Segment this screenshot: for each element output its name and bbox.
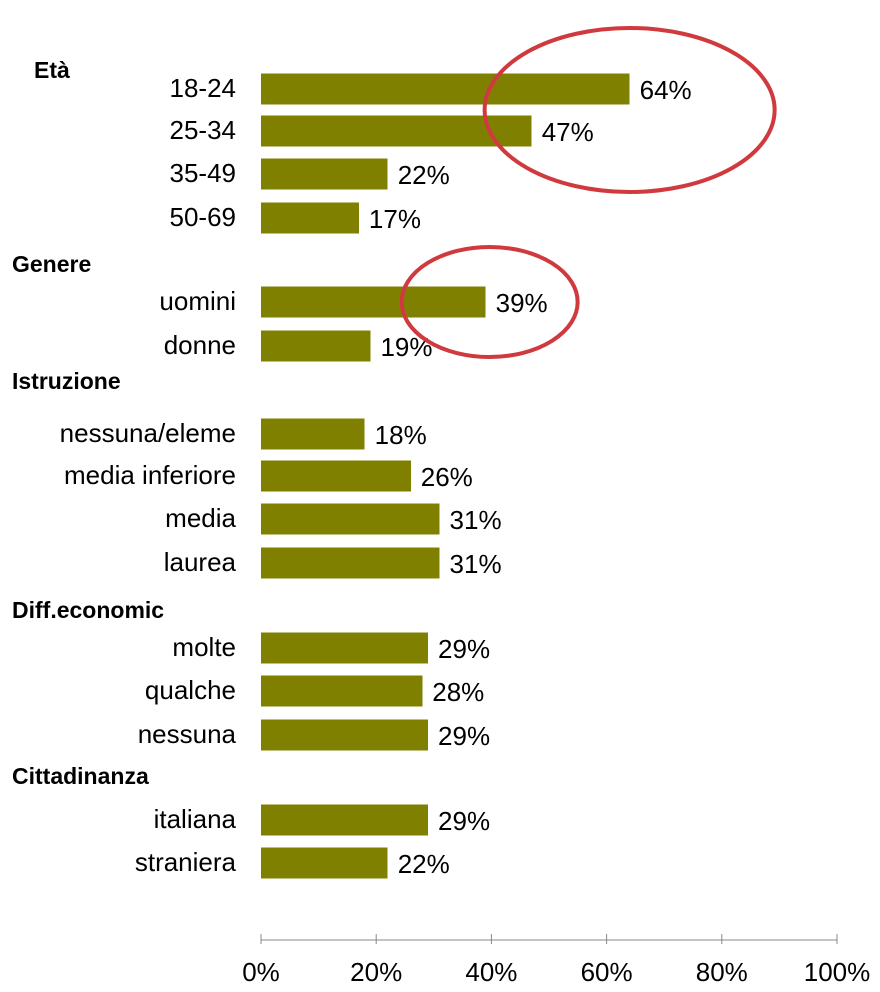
data-label: 31% [450, 549, 502, 579]
data-label: 39% [496, 288, 548, 318]
category-label: uomini [159, 286, 236, 316]
group-label: Istruzione [12, 368, 121, 394]
x-tick-label: 100% [804, 957, 871, 987]
category-label: laurea [164, 547, 237, 577]
bar [261, 804, 429, 836]
category-label: 25-34 [170, 115, 237, 145]
data-label: 22% [398, 160, 450, 190]
category-label: media [165, 503, 236, 533]
data-label: 29% [438, 634, 490, 664]
data-label: 17% [369, 204, 421, 234]
highlight-ellipse [482, 26, 777, 194]
x-tick-label: 0% [242, 957, 280, 987]
category-label: nessuna [138, 719, 237, 749]
category-label: 35-49 [170, 158, 237, 188]
bar [261, 503, 440, 535]
bar [261, 158, 388, 190]
bar [261, 719, 429, 751]
group-label: Genere [12, 251, 91, 277]
x-tick-label: 40% [465, 957, 517, 987]
bar [261, 202, 359, 234]
x-tick-label: 20% [350, 957, 402, 987]
category-label: molte [172, 632, 236, 662]
category-label: media inferiore [64, 460, 236, 490]
category-label: 18-24 [170, 73, 237, 103]
group-label: Diff.economic [12, 597, 164, 623]
data-label: 28% [432, 677, 484, 707]
category-label: donne [164, 330, 236, 360]
data-label: 19% [380, 332, 432, 362]
data-label: 29% [438, 721, 490, 751]
category-label: italiana [154, 804, 237, 834]
data-label: 29% [438, 806, 490, 836]
data-label: 47% [542, 117, 594, 147]
bar [261, 547, 440, 579]
x-tick-label: 80% [696, 957, 748, 987]
data-label: 64% [640, 75, 692, 105]
bar [261, 73, 630, 105]
group-label: Cittadinanza [12, 763, 149, 789]
category-label: nessuna/eleme [60, 418, 236, 448]
data-label: 26% [421, 462, 473, 492]
bar [261, 330, 371, 362]
data-label: 31% [450, 505, 502, 535]
highlight-ellipse [399, 245, 580, 359]
bar [261, 632, 429, 664]
data-label: 22% [398, 849, 450, 879]
bar [261, 460, 411, 492]
x-tick-label: 60% [581, 957, 633, 987]
category-label: straniera [135, 847, 237, 877]
group-label: Età [34, 57, 70, 83]
bar [261, 675, 423, 707]
data-label: 18% [375, 420, 427, 450]
bar [261, 286, 486, 318]
category-label: qualche [145, 675, 236, 705]
category-label: 50-69 [170, 202, 237, 232]
bar [261, 418, 365, 450]
bar [261, 847, 388, 879]
